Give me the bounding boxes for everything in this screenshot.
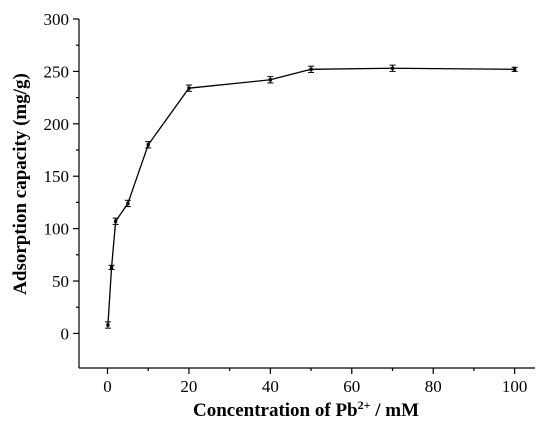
plot-frame [78, 19, 535, 369]
y-tick-label: 250 [44, 62, 70, 81]
x-tick-label: 60 [343, 377, 360, 396]
series-group [104, 64, 518, 329]
y-tick-label: 100 [44, 220, 70, 239]
x-tick-label: 40 [262, 377, 279, 396]
y-tick-label: 300 [44, 10, 70, 29]
data-point [390, 66, 395, 70]
x-tick-label: 100 [502, 377, 528, 396]
data-point [309, 67, 313, 71]
y-tick-label: 50 [52, 272, 69, 291]
data-point [268, 78, 272, 82]
data-point [187, 86, 191, 90]
x-tick-label: 0 [103, 377, 112, 396]
data-point [109, 265, 114, 269]
x-axis-title-superscript: 2+ [358, 398, 371, 412]
y-axis-title: Adsorption capacity (mg/g) [10, 73, 31, 295]
data-point [513, 67, 517, 71]
x-axis-ticks: 0 20 40 60 80 100 [103, 368, 527, 396]
x-axis-title: Concentration of Pb2+ / mM [193, 398, 419, 421]
y-tick-label: 150 [44, 167, 70, 186]
data-point [126, 201, 130, 206]
x-tick-label: 80 [425, 377, 442, 396]
x-tick-label: 20 [180, 377, 197, 396]
data-point [106, 323, 110, 327]
y-axis-ticks: 0 50 100 150 200 250 300 [44, 10, 79, 343]
data-point [114, 219, 118, 223]
y-tick-label: 200 [44, 115, 70, 134]
series-line [107, 67, 515, 326]
y-tick-label: 0 [61, 324, 70, 343]
data-point [146, 143, 150, 147]
